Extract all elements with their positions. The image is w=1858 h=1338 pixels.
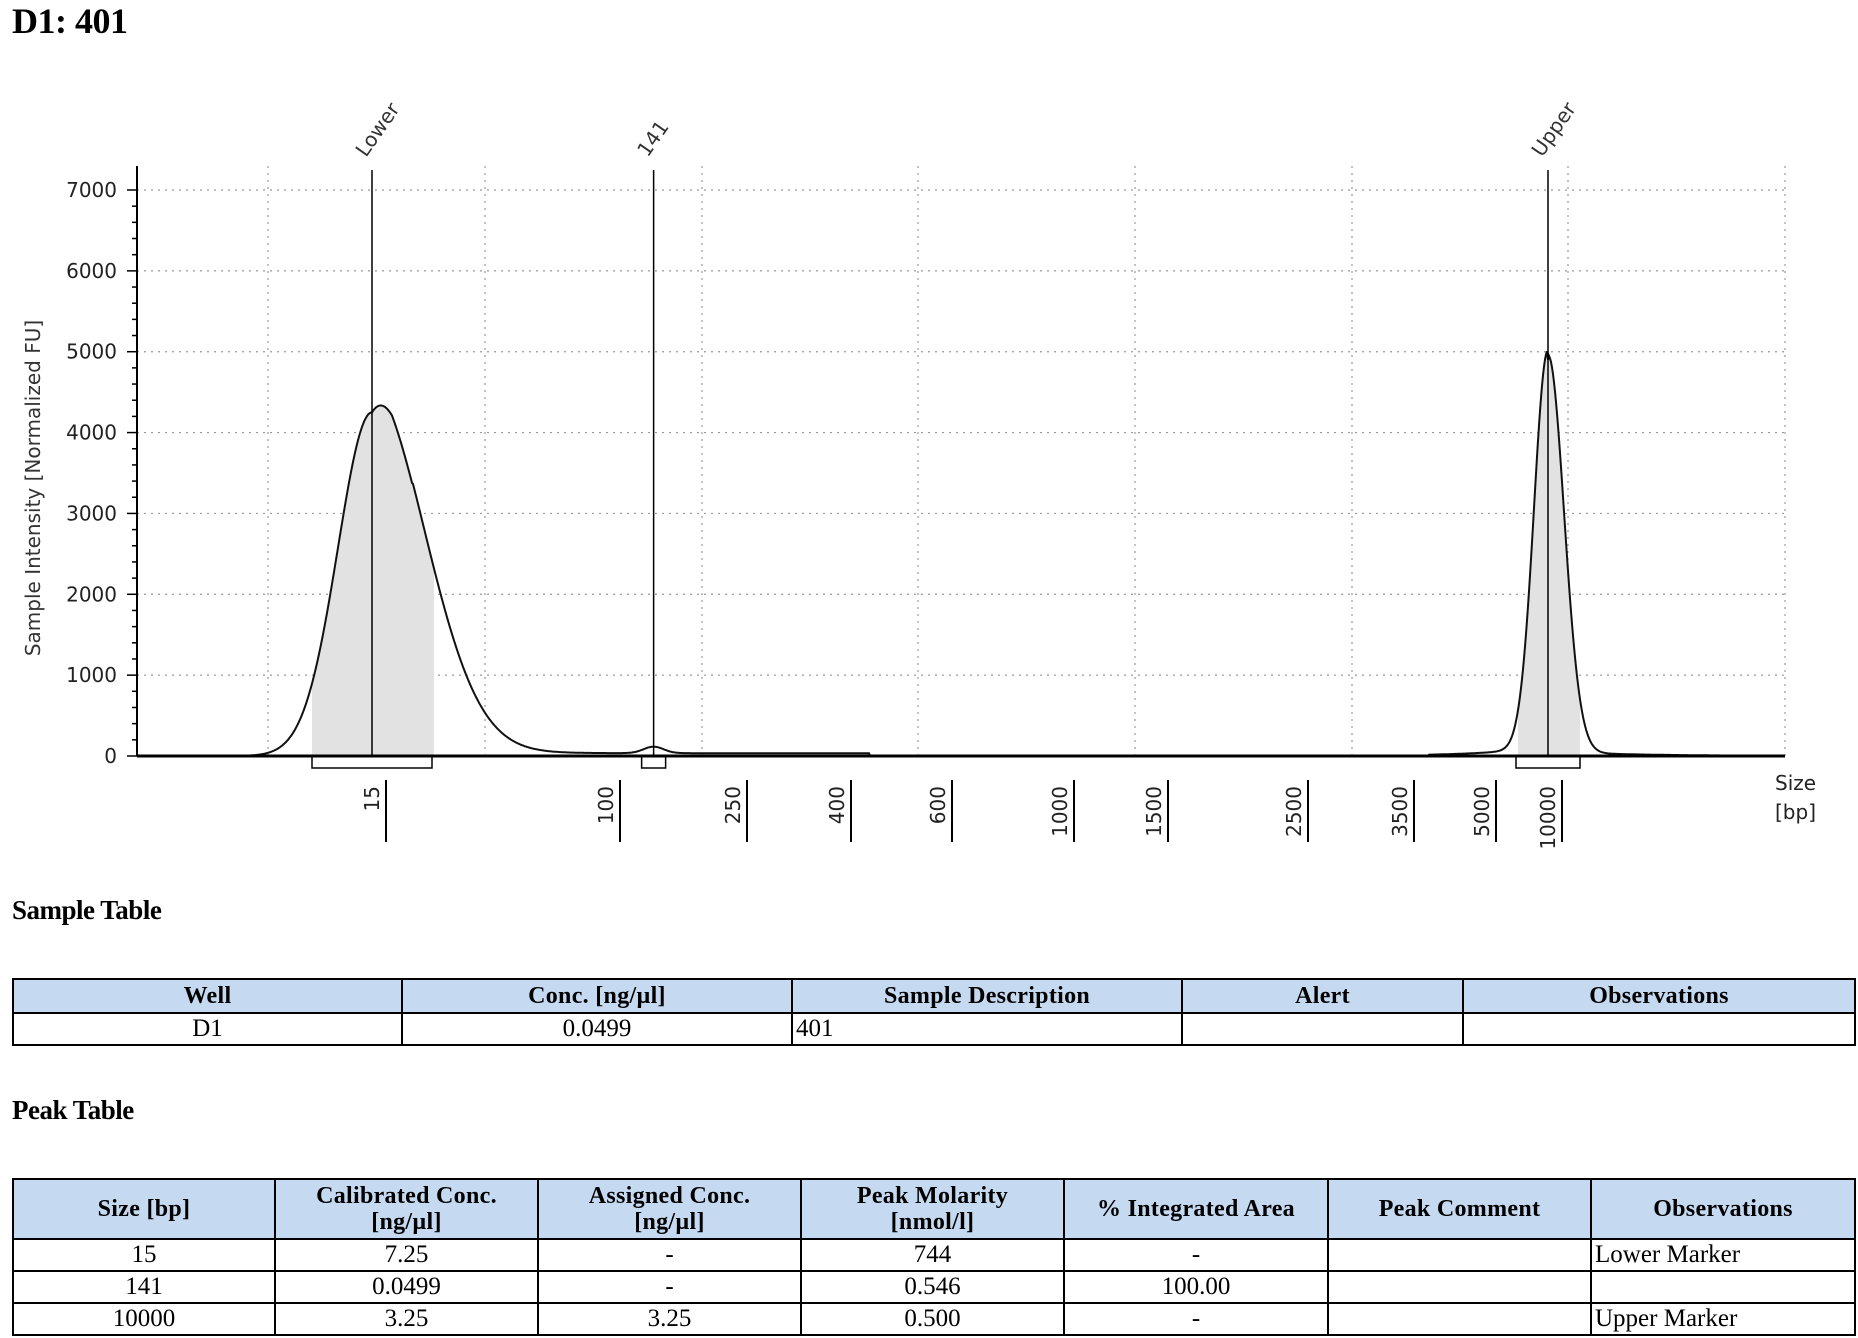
peak-table-cell: 10000 xyxy=(12,1302,276,1336)
peak-table-cell: 3.25 xyxy=(274,1302,539,1336)
x-tick-label-3: 400 xyxy=(825,786,849,824)
peak-table-cell: 744 xyxy=(800,1238,1065,1272)
sample-table-cell: D1 xyxy=(12,1012,403,1046)
x-tick-label-0: 15 xyxy=(360,786,384,811)
y-tick-label-1: 1000 xyxy=(66,663,117,687)
chart-y-ticks: 0 1000 2000 3000 4000 5000 6000 7000 xyxy=(66,178,117,768)
electropherogram-chart: Lower 141 Upper 0 1000 2000 3000 4000 5000 6000 7… xyxy=(21,97,1816,850)
sample-table-title: Sample Table xyxy=(12,895,162,925)
sample-table-row: D1 0.0499 401 xyxy=(12,1012,1856,1046)
peak-fill-0 xyxy=(312,405,434,756)
y-axis-label: Sample Intensity [Normalized FU] xyxy=(21,320,45,656)
peak-integration-box-0 xyxy=(311,755,433,769)
y-tick-label-4: 4000 xyxy=(66,421,117,445)
x-tick-label-8: 3500 xyxy=(1388,786,1412,837)
peak-table-header-4: % Integrated Area xyxy=(1063,1178,1329,1240)
y-tick-label-0: 0 xyxy=(104,744,117,768)
peak-table-cell: 7.25 xyxy=(274,1238,539,1272)
peak-table-cell xyxy=(1327,1302,1592,1336)
sample-table-header-4: Observations xyxy=(1462,978,1856,1014)
peak-table-cell: - xyxy=(1063,1238,1329,1272)
peak-label-2: Upper xyxy=(1526,97,1581,161)
peak-table-cell: - xyxy=(1063,1302,1329,1336)
peak-table-cell: 3.25 xyxy=(537,1302,802,1336)
peak-table-row: 15 7.25-744- Lower Marker xyxy=(12,1238,1856,1272)
page-title: D1: 401 xyxy=(12,1,128,41)
peak-table-cell xyxy=(1327,1238,1592,1272)
y-tick-label-3: 3000 xyxy=(66,501,117,525)
peak-table-header-5: Peak Comment xyxy=(1327,1178,1592,1240)
peak-table: Size [bp] Calibrated Conc. [ng/µl] Assigned… xyxy=(12,1178,1856,1336)
x-axis-label-line-1: [bp] xyxy=(1775,800,1816,824)
peak-integration-box-2 xyxy=(1515,755,1581,769)
peak-table-cell: 0.0499 xyxy=(274,1270,539,1304)
x-tick-label-7: 2500 xyxy=(1282,786,1306,837)
sample-table-cell xyxy=(1462,1012,1856,1046)
peak-table-title: Peak Table xyxy=(12,1095,134,1125)
x-tick-label-9: 5000 xyxy=(1470,786,1494,837)
y-tick-label-2: 2000 xyxy=(66,582,117,606)
chart-x-ticks: 15 100 250 400 600 1000 1500 2500 3500 5000 10000 xyxy=(360,780,1563,850)
sample-table: Well Conc. [ng/µl] Sample Description Alert… xyxy=(12,978,1856,1046)
sample-table-header-1: Conc. [ng/µl] xyxy=(401,978,793,1014)
sample-table-header-3: Alert xyxy=(1181,978,1464,1014)
sample-table-header-2: Sample Description xyxy=(791,978,1183,1014)
peak-table-header-0: Size [bp] xyxy=(12,1178,276,1240)
peak-table-cell xyxy=(1590,1270,1856,1304)
peak-table-header-1: Calibrated Conc. [ng/µl] xyxy=(274,1178,539,1240)
peak-table-cell: - xyxy=(537,1270,802,1304)
peak-table-cell: 141 xyxy=(12,1270,276,1304)
peak-label-0: Lower xyxy=(350,97,404,160)
peak-table-cell: 15 xyxy=(12,1238,276,1272)
x-tick-label-1: 100 xyxy=(594,786,618,824)
peak-table-cell: Upper Marker xyxy=(1590,1302,1856,1336)
x-tick-label-6: 1500 xyxy=(1142,786,1166,837)
peak-fill-1 xyxy=(1518,351,1580,756)
chart-peak-fills xyxy=(312,351,1580,756)
peak-table-header-2: Assigned Conc. [ng/µl] xyxy=(537,1178,802,1240)
peak-table-cell: 0.500 xyxy=(800,1302,1065,1336)
peak-table-cell: - xyxy=(537,1238,802,1272)
peak-table-cell: 100.00 xyxy=(1063,1270,1329,1304)
sample-table-cell xyxy=(1181,1012,1464,1046)
peak-table-row: 141 0.0499-0.546 100.00 xyxy=(12,1270,1856,1304)
x-axis-label-line-0: Size xyxy=(1775,771,1816,795)
sample-table-cell: 0.0499 xyxy=(401,1012,793,1046)
x-tick-label-10: 10000 xyxy=(1536,786,1560,850)
peak-table-row: 10000 3.25 3.25 0.500- Upper Marker xyxy=(12,1302,1856,1336)
peak-integration-box-1 xyxy=(640,755,667,769)
y-tick-label-6: 6000 xyxy=(66,259,117,283)
peak-table-cell xyxy=(1327,1270,1592,1304)
x-tick-label-5: 1000 xyxy=(1048,786,1072,837)
peak-table-cell: Lower Marker xyxy=(1590,1238,1856,1272)
peak-table-cell: 0.546 xyxy=(800,1270,1065,1304)
y-tick-label-5: 5000 xyxy=(66,340,117,364)
x-axis-label: Size [bp] xyxy=(1775,771,1816,824)
x-tick-label-4: 600 xyxy=(926,786,950,824)
sample-table-cell: 401 xyxy=(791,1012,1183,1046)
y-tick-label-7: 7000 xyxy=(66,178,117,202)
sample-table-header-0: Well xyxy=(12,978,403,1014)
peak-label-1: 141 xyxy=(632,116,674,161)
peak-table-header-6: Observations xyxy=(1590,1178,1856,1240)
peak-table-header-3: Peak Molarity [nmol/l] xyxy=(800,1178,1065,1240)
x-tick-label-2: 250 xyxy=(721,786,745,824)
